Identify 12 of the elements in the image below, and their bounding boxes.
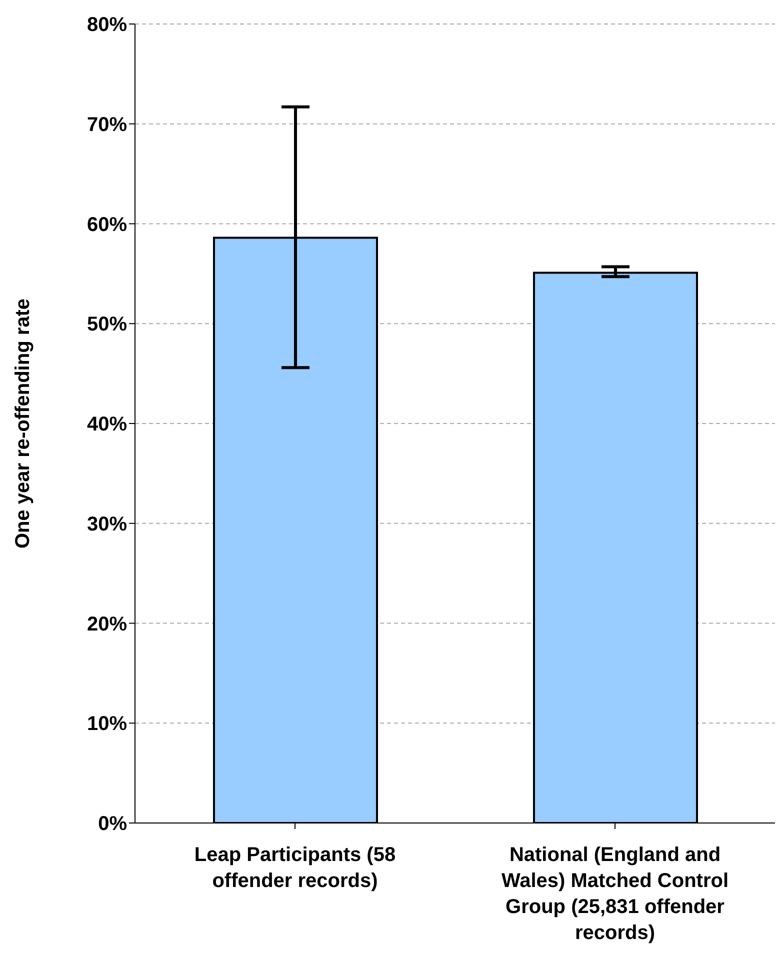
y-tick-label: 30%: [86, 513, 128, 536]
y-tick-label: 70%: [86, 114, 128, 136]
y-axis-title: One year re-offending rate: [12, 298, 34, 549]
y-tick-label: 80%: [86, 14, 128, 36]
y-tick-label: 40%: [86, 414, 128, 436]
y-tick-label: 10%: [86, 713, 128, 736]
x-tick-label: Leap Participants (58 offender records): [194, 844, 396, 892]
y-tick-label: 50%: [86, 314, 128, 336]
y-tick-label: 20%: [86, 613, 128, 636]
y-tick-label: 60%: [86, 214, 128, 236]
y-tick-label: 0%: [98, 813, 128, 836]
x-tick-label: National (England and Wales) Matched Control Group (25,831 offender records): [501, 844, 729, 944]
